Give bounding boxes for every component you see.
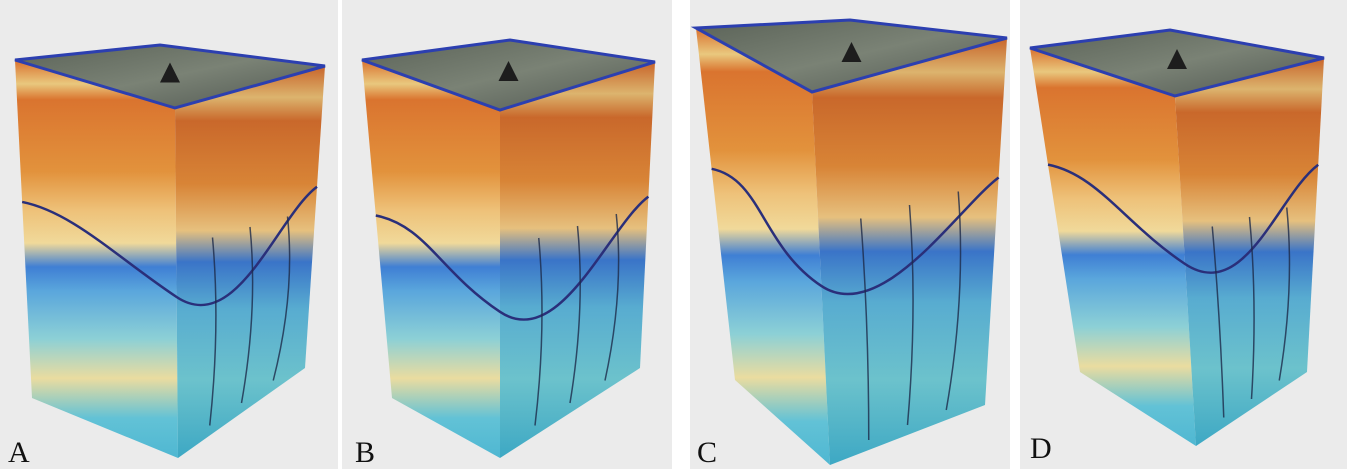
left-face bbox=[15, 60, 178, 458]
panels bbox=[0, 0, 1347, 469]
panel-label: C bbox=[697, 436, 717, 469]
panel-label: A bbox=[8, 436, 30, 469]
figure: A B C D bbox=[0, 0, 1347, 469]
panel-label: B bbox=[355, 436, 375, 469]
panel-label: D bbox=[1030, 432, 1052, 465]
